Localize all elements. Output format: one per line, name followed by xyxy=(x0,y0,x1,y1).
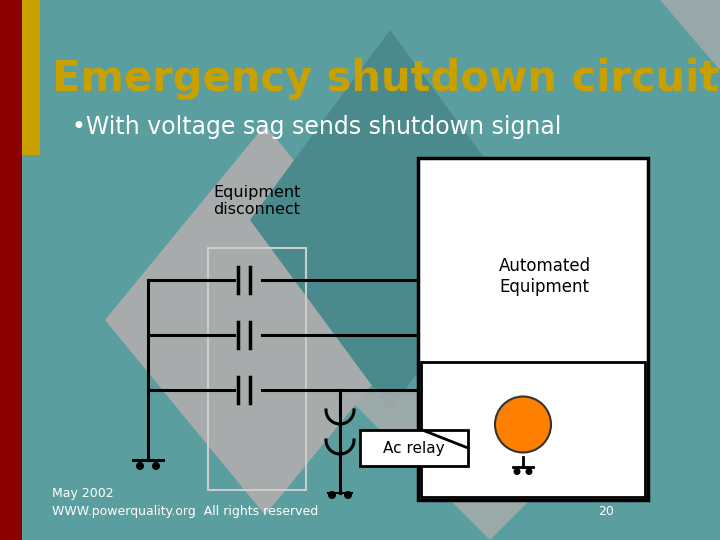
Circle shape xyxy=(526,468,533,475)
Text: WWW.powerquality.org  All rights reserved: WWW.powerquality.org All rights reserved xyxy=(52,505,318,518)
Circle shape xyxy=(513,468,521,475)
Circle shape xyxy=(495,396,551,453)
Text: Ac relay: Ac relay xyxy=(383,441,445,456)
Text: May 2002: May 2002 xyxy=(52,487,114,500)
Bar xyxy=(360,430,468,466)
Bar xyxy=(418,158,648,500)
Circle shape xyxy=(344,491,352,499)
Bar xyxy=(421,362,645,497)
Polygon shape xyxy=(660,0,720,70)
Polygon shape xyxy=(340,390,640,540)
Circle shape xyxy=(328,491,336,499)
Text: Automated
Equipment: Automated Equipment xyxy=(498,257,590,296)
Text: Equipment
disconnect: Equipment disconnect xyxy=(213,185,301,218)
Text: •With voltage sag sends shutdown signal: •With voltage sag sends shutdown signal xyxy=(72,115,562,139)
Bar xyxy=(208,248,306,490)
Bar xyxy=(0,0,22,540)
Polygon shape xyxy=(105,125,425,515)
Text: Emergency shutdown circuit: Emergency shutdown circuit xyxy=(52,58,719,100)
Bar xyxy=(22,0,40,155)
Text: 20: 20 xyxy=(598,505,614,518)
Circle shape xyxy=(152,462,160,470)
Polygon shape xyxy=(250,30,530,410)
Circle shape xyxy=(136,462,144,470)
